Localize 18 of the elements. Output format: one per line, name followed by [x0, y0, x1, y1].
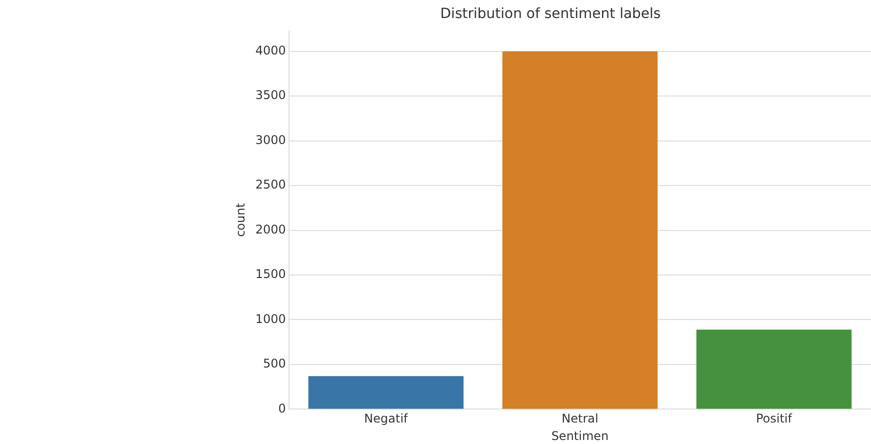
y-tick-label: 4000	[255, 44, 286, 58]
chart-title: Distribution of sentiment labels	[440, 6, 661, 22]
x-tick-label: Negatif	[364, 412, 409, 426]
y-tick-label: 0	[278, 401, 286, 416]
y-axis-title: count	[233, 202, 248, 237]
y-tick-label: 1500	[255, 267, 286, 282]
y-tick-label: 3500	[255, 88, 286, 102]
y-tick-label: 1000	[255, 312, 286, 326]
y-tick-label: 2000	[255, 222, 286, 236]
x-axis-title: Sentimen	[551, 428, 609, 443]
x-tick-label: Positif	[756, 412, 793, 426]
bar	[308, 376, 464, 409]
y-tick-label: 500	[263, 356, 286, 371]
bar	[696, 330, 852, 409]
x-tick-label: Netral	[562, 412, 598, 426]
y-tick-label: 2500	[255, 178, 286, 192]
bar	[502, 51, 658, 409]
y-tick-label: 3000	[255, 132, 286, 147]
